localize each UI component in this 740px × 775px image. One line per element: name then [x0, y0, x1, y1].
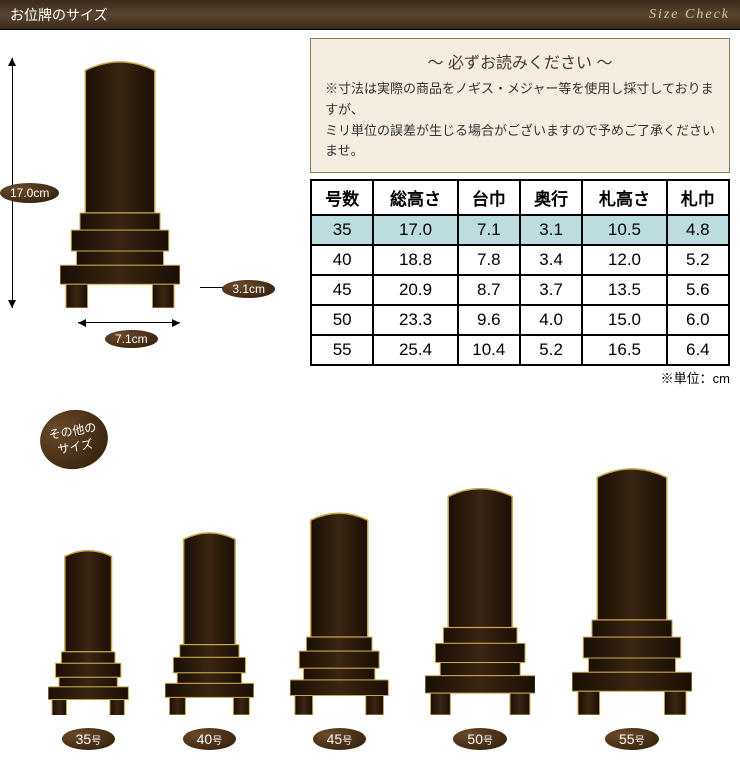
table-cell: 8.7 [458, 275, 520, 305]
tablet-illustration [425, 485, 535, 720]
table-header: 号数 [311, 180, 373, 215]
tablet-item: 35号 [48, 548, 128, 751]
table-row: 4520.98.73.713.55.6 [311, 275, 729, 305]
table-cell: 23.3 [373, 305, 457, 335]
height-line [12, 58, 13, 308]
table-cell: 55 [311, 335, 373, 365]
table-row: 4018.87.83.412.05.2 [311, 245, 729, 275]
tablet-illustration [60, 58, 180, 313]
table-cell: 45 [311, 275, 373, 305]
notice-text-2: ミリ単位の誤差が生じる場合がございますので予めご了承くださいませ。 [325, 121, 715, 163]
size-badge: 50号 [453, 728, 507, 750]
tablet-illustration [48, 548, 128, 721]
table-cell: 35 [311, 215, 373, 245]
table-cell: 5.6 [667, 275, 729, 305]
header-subtitle: Size Check [649, 7, 730, 23]
table-header: 台巾 [458, 180, 520, 215]
header: お位牌のサイズ Size Check [0, 0, 740, 30]
arrow-icon [172, 319, 180, 327]
table-cell: 6.0 [667, 305, 729, 335]
table-cell: 12.0 [582, 245, 666, 275]
other-sizes-section: その他のサイズ 35号 [0, 395, 740, 760]
table-cell: 9.6 [458, 305, 520, 335]
table-cell: 50 [311, 305, 373, 335]
tablet-item: 50号 [425, 485, 535, 750]
table-cell: 18.8 [373, 245, 457, 275]
depth-label: 3.1cm [222, 280, 275, 298]
height-label: 17.0cm [0, 183, 59, 203]
size-badge: 55号 [605, 728, 659, 750]
table-cell: 3.4 [520, 245, 582, 275]
tablets-row: 35号 40号 [0, 465, 740, 750]
table-cell: 7.8 [458, 245, 520, 275]
table-cell: 15.0 [582, 305, 666, 335]
table-cell: 7.1 [458, 215, 520, 245]
header-title: お位牌のサイズ [10, 5, 108, 25]
width-label: 7.1cm [105, 330, 158, 348]
table-row: 3517.07.13.110.54.8 [311, 215, 729, 245]
table-cell: 16.5 [582, 335, 666, 365]
arrow-icon [8, 58, 16, 66]
width-line [78, 322, 180, 323]
table-header: 総高さ [373, 180, 457, 215]
tablet-item: 40号 [165, 530, 254, 750]
table-cell: 6.4 [667, 335, 729, 365]
unit-note: ※単位：cm [310, 368, 730, 387]
main-tablet-diagram: 17.0cm 7.1cm 3.1cm [0, 38, 310, 358]
table-cell: 10.5 [582, 215, 666, 245]
table-cell: 20.9 [373, 275, 457, 305]
table-cell: 4.8 [667, 215, 729, 245]
table-cell: 4.0 [520, 305, 582, 335]
notice-box: ～ 必ずお読みください ～ ※寸法は実際の商品をノギス・メジャー等を使用し採寸し… [310, 38, 730, 173]
tablet-illustration [165, 530, 254, 720]
table-cell: 17.0 [373, 215, 457, 245]
table-cell: 13.5 [582, 275, 666, 305]
tablet-item: 55号 [572, 465, 692, 750]
notice-text-1: ※寸法は実際の商品をノギス・メジャー等を使用し採寸しておりますが、 [325, 79, 715, 121]
size-table: 号数総高さ台巾奥行札高さ札巾3517.07.13.110.54.84018.87… [310, 179, 730, 366]
table-header: 札高さ [582, 180, 666, 215]
size-badge: 35号 [62, 728, 116, 750]
table-cell: 10.4 [458, 335, 520, 365]
table-cell: 3.7 [520, 275, 582, 305]
table-header: 奥行 [520, 180, 582, 215]
table-cell: 40 [311, 245, 373, 275]
top-section: 17.0cm 7.1cm 3.1cm ～ 必ずお読みください [0, 30, 740, 395]
notice-title: ～ 必ずお読みください ～ [325, 49, 715, 73]
table-cell: 25.4 [373, 335, 457, 365]
tablet-item: 45号 [290, 510, 388, 750]
size-badge: 40号 [183, 728, 237, 750]
size-badge: 45号 [313, 728, 367, 750]
arrow-icon [78, 319, 86, 327]
table-row: 5525.410.45.216.56.4 [311, 335, 729, 365]
info-section: ～ 必ずお読みください ～ ※寸法は実際の商品をノギス・メジャー等を使用し採寸し… [310, 38, 740, 387]
tablet-illustration [572, 465, 692, 720]
tablet-illustration [290, 510, 388, 720]
table-header: 札巾 [667, 180, 729, 215]
table-cell: 3.1 [520, 215, 582, 245]
arrow-icon [8, 300, 16, 308]
table-row: 5023.39.64.015.06.0 [311, 305, 729, 335]
table-cell: 5.2 [667, 245, 729, 275]
table-cell: 5.2 [520, 335, 582, 365]
